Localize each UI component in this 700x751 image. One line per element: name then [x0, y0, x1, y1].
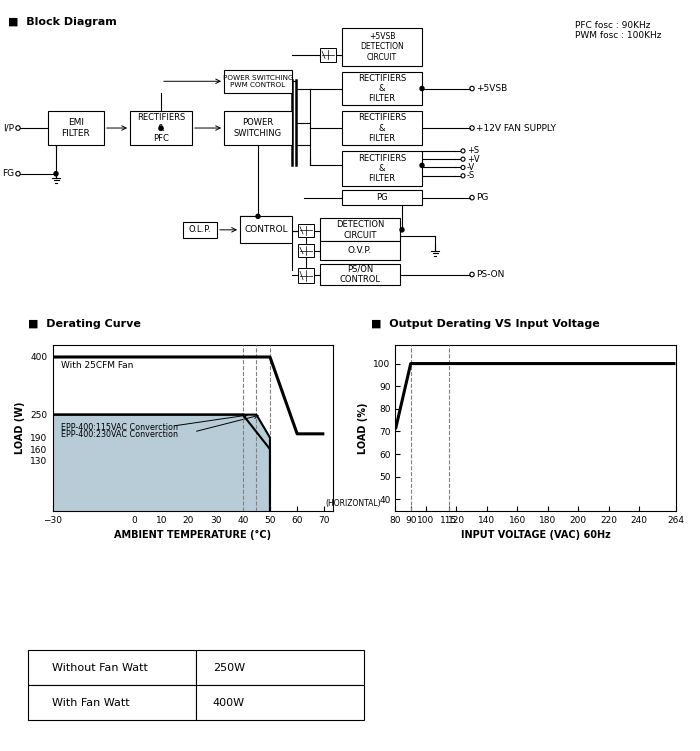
- Text: RECTIFIERS
&
FILTER: RECTIFIERS & FILTER: [358, 74, 406, 104]
- Bar: [298, 268, 314, 283]
- Bar: [48, 111, 104, 145]
- Text: -V: -V: [467, 163, 475, 172]
- Polygon shape: [52, 415, 270, 511]
- Text: ■  Output Derating VS Input Voltage: ■ Output Derating VS Input Voltage: [371, 319, 600, 329]
- Bar: [224, 70, 292, 92]
- Text: ■  Block Diagram: ■ Block Diagram: [8, 17, 117, 27]
- Circle shape: [420, 163, 424, 167]
- Text: PFC fosc : 90KHz
PWM fosc : 100KHz: PFC fosc : 90KHz PWM fosc : 100KHz: [575, 21, 661, 41]
- Text: FG: FG: [2, 169, 14, 178]
- Text: EMI
FILTER: EMI FILTER: [62, 119, 90, 137]
- Bar: [320, 241, 400, 260]
- Text: RECTIFIERS
&
FILTER: RECTIFIERS & FILTER: [358, 113, 406, 143]
- Text: POWER SWITCHING
PWM CONTROL: POWER SWITCHING PWM CONTROL: [223, 75, 293, 88]
- Bar: [320, 264, 400, 285]
- Text: +12V FAN SUPPLY: +12V FAN SUPPLY: [476, 123, 556, 132]
- Circle shape: [256, 214, 260, 219]
- Bar: [342, 111, 422, 145]
- Text: CONTROL: CONTROL: [244, 225, 288, 234]
- Circle shape: [420, 86, 424, 91]
- Text: PG: PG: [376, 193, 388, 202]
- Text: RECTIFIERS
&
FILTER: RECTIFIERS & FILTER: [358, 154, 406, 183]
- Text: +V: +V: [467, 155, 480, 164]
- Bar: [130, 111, 192, 145]
- Bar: [320, 219, 400, 241]
- Text: O.L.P.: O.L.P.: [189, 225, 211, 234]
- Text: I/P: I/P: [3, 123, 14, 132]
- Text: PS-ON: PS-ON: [476, 270, 505, 279]
- Text: ■  Derating Curve: ■ Derating Curve: [28, 319, 141, 329]
- Text: PG: PG: [476, 193, 489, 202]
- Text: EPP-400:115VAC Converction: EPP-400:115VAC Converction: [61, 423, 178, 432]
- Text: POWER
SWITCHING: POWER SWITCHING: [234, 119, 282, 137]
- Text: (HORIZONTAL): (HORIZONTAL): [326, 499, 382, 508]
- X-axis label: INPUT VOLTAGE (VAC) 60Hz: INPUT VOLTAGE (VAC) 60Hz: [461, 530, 610, 540]
- Text: +S: +S: [467, 146, 479, 155]
- Text: +5VSB
DETECTION
CIRCUIT: +5VSB DETECTION CIRCUIT: [360, 32, 404, 62]
- Bar: [298, 224, 314, 237]
- Text: EPP-400:230VAC Converction: EPP-400:230VAC Converction: [61, 430, 178, 439]
- Bar: [342, 72, 422, 105]
- X-axis label: AMBIENT TEMPERATURE (°C): AMBIENT TEMPERATURE (°C): [114, 530, 271, 540]
- Bar: [240, 216, 292, 243]
- Bar: [342, 190, 422, 205]
- Bar: [320, 48, 336, 62]
- Text: O.V.P.: O.V.P.: [348, 246, 372, 255]
- Text: -S: -S: [467, 171, 475, 180]
- Circle shape: [159, 126, 163, 130]
- Text: RECTIFIERS
&
PFC: RECTIFIERS & PFC: [137, 113, 185, 143]
- Y-axis label: LOAD (W): LOAD (W): [15, 402, 24, 454]
- Y-axis label: LOAD (%): LOAD (%): [358, 403, 368, 454]
- Circle shape: [400, 228, 404, 232]
- Bar: [298, 244, 314, 257]
- Bar: [224, 111, 292, 145]
- Polygon shape: [52, 415, 270, 511]
- Bar: [183, 222, 217, 238]
- Bar: [342, 151, 422, 186]
- Text: With 25CFM Fan: With 25CFM Fan: [61, 360, 133, 369]
- Bar: [342, 29, 422, 65]
- Text: PS/ON
CONTROL: PS/ON CONTROL: [340, 265, 381, 284]
- Text: +5VSB: +5VSB: [476, 84, 508, 93]
- Circle shape: [54, 172, 58, 176]
- Text: DETECTION
CIRCUIT: DETECTION CIRCUIT: [336, 220, 384, 240]
